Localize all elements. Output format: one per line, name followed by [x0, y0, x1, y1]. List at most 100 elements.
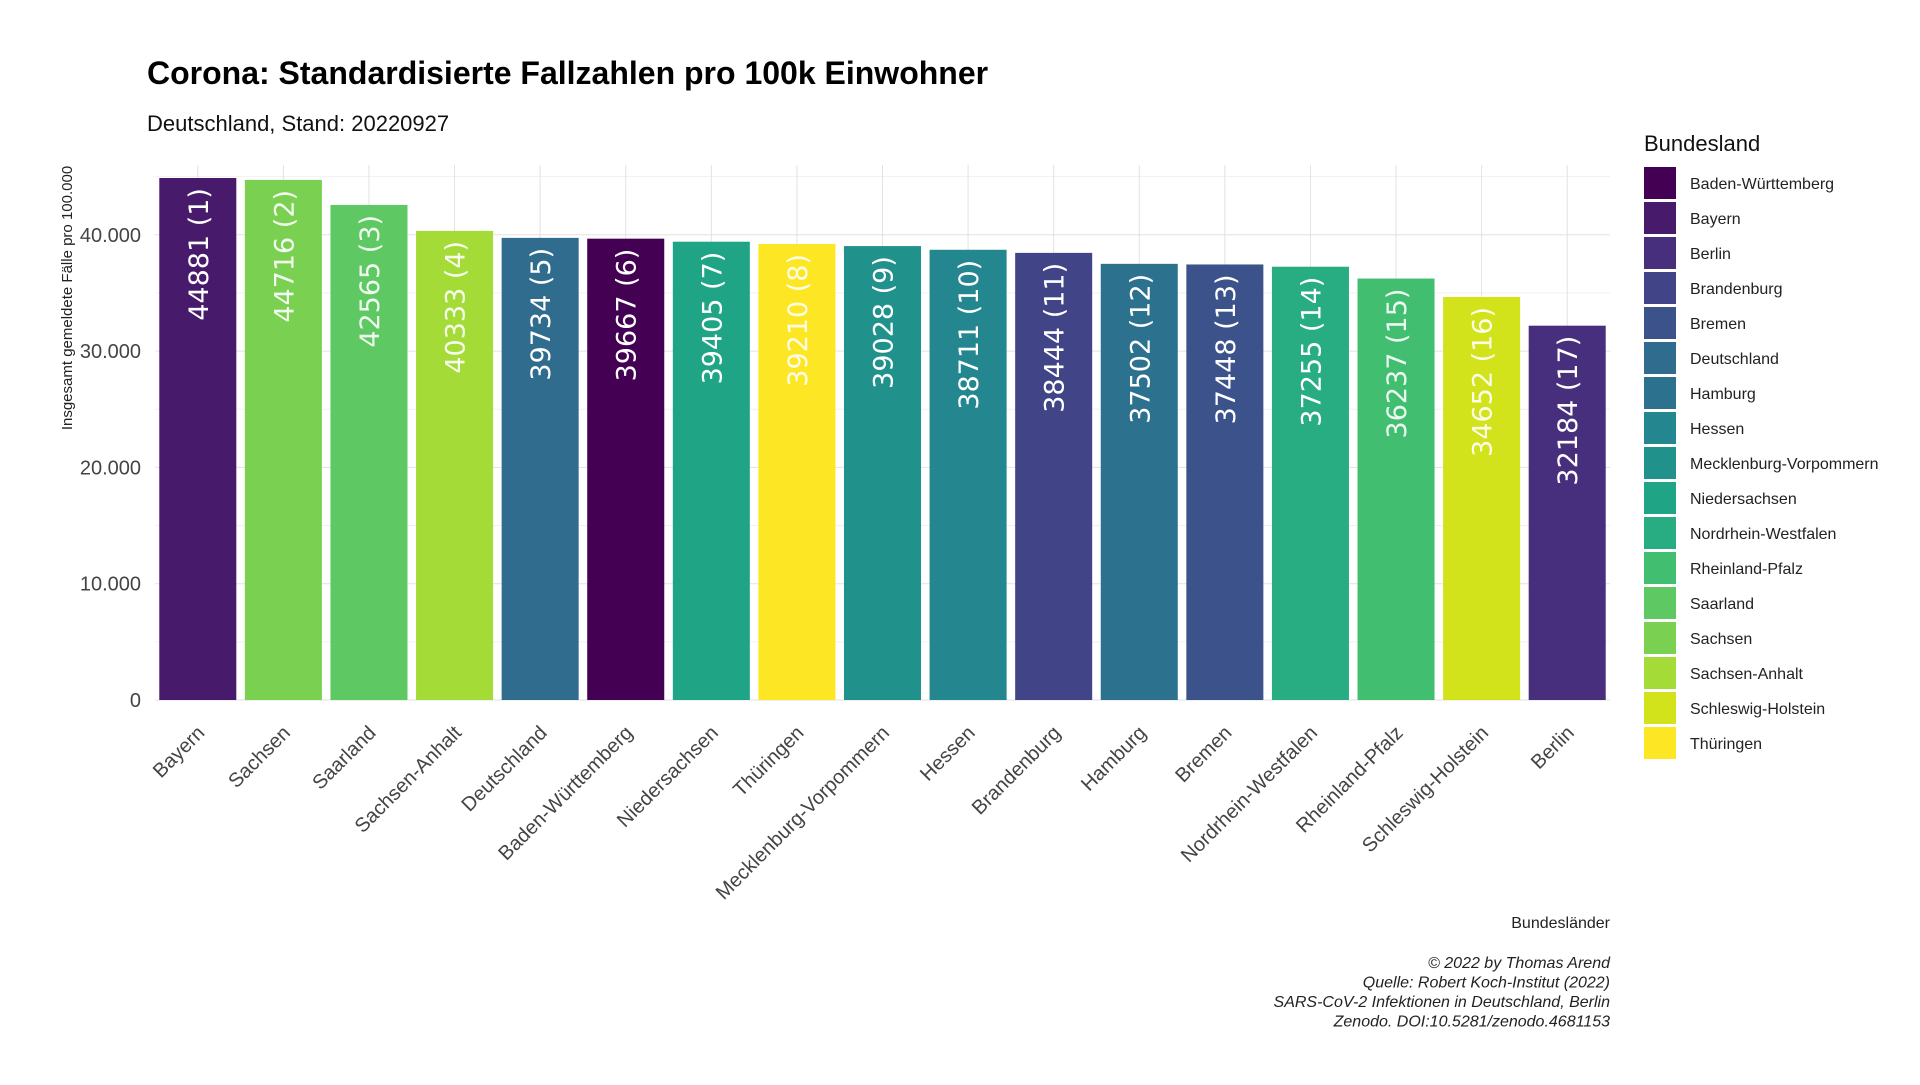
legend-label: Brandenburg [1690, 281, 1783, 298]
bar [1015, 252, 1093, 700]
legend-label: Baden-Württemberg [1690, 176, 1834, 193]
x-tick-label: Bremen [1171, 722, 1236, 787]
legend-key [1644, 202, 1676, 234]
bar-value-label: 44716 (2) [269, 190, 300, 323]
legend-key [1644, 237, 1676, 269]
legend-key [1644, 657, 1676, 689]
bar-value-label: 38444 (11) [1040, 263, 1071, 413]
legend-key [1644, 482, 1676, 514]
bar [843, 246, 922, 700]
legend-label: Mecklenburg-Vorpommern [1690, 456, 1879, 473]
bar [244, 179, 322, 700]
legend-label: Rheinland-Pfalz [1690, 561, 1803, 578]
bar [587, 238, 665, 700]
chart-title: Corona: Standardisierte Fallzahlen pro 1… [147, 55, 988, 91]
bar-value-label: 42565 (3) [355, 215, 386, 348]
y-axis-label: Insgesamt gemeldete Fälle pro 100.000 [59, 166, 76, 430]
legend: Bundesland Baden-Württemberg Bayern Berlin… [1644, 131, 1879, 759]
legend-key [1644, 692, 1676, 724]
bar-value-label: 39667 (6) [612, 249, 643, 382]
bar [159, 178, 237, 700]
bar-value-label: 44881 (1) [184, 188, 215, 321]
bar [672, 241, 750, 701]
bar [501, 237, 579, 701]
legend-key [1644, 622, 1676, 654]
bar [1271, 266, 1349, 700]
bar-value-label: 36237 (15) [1382, 289, 1413, 439]
bar-value-label: 39028 (9) [869, 256, 900, 389]
x-tick-label: Hamburg [1077, 722, 1151, 796]
y-tick-label: 0 [130, 690, 141, 712]
bar [330, 204, 408, 700]
bar-value-label: 39405 (7) [697, 252, 728, 385]
bar [1443, 296, 1521, 700]
legend-label: Niedersachsen [1690, 491, 1797, 508]
bar [1528, 325, 1606, 700]
x-tick-label: Saarland [308, 722, 380, 794]
bar [758, 243, 836, 701]
legend-label: Sachsen-Anhalt [1690, 666, 1804, 683]
x-tick-label: Hessen [916, 722, 980, 786]
y-tick-label: 10.000 [80, 574, 141, 596]
legend-key [1644, 167, 1676, 199]
legend-label: Sachsen [1690, 631, 1752, 648]
y-tick-label: 20.000 [80, 457, 141, 479]
bar-value-label: 37448 (13) [1211, 274, 1242, 424]
bar [1186, 264, 1264, 700]
chart-subtitle: Deutschland, Stand: 20220927 [147, 111, 449, 136]
bar [1100, 263, 1178, 700]
x-axis: Bayern Sachsen SaarlandSachsen-AnhaltDeuts… [149, 722, 1579, 905]
legend-label: Schleswig-Holstein [1690, 701, 1825, 718]
x-tick-label: Mecklenburg-Vorpommern [712, 722, 894, 904]
caption-line: Quelle: Robert Koch-Institut (2022) [1363, 975, 1610, 992]
legend-key [1644, 412, 1676, 444]
bar-value-label: 39734 (5) [526, 248, 557, 381]
legend-label: Thüringen [1690, 736, 1762, 753]
x-tick-label: Bayern [149, 722, 209, 782]
bar [1357, 278, 1435, 700]
caption-line: SARS-CoV-2 Infektionen in Deutschland, B… [1274, 994, 1611, 1011]
x-tick-label: Deutschland [458, 722, 552, 816]
bar-value-label: 32184 (17) [1553, 336, 1584, 486]
legend-key [1644, 447, 1676, 479]
bar-value-label: 37502 (12) [1125, 274, 1156, 424]
x-tick-label: Berlin [1527, 722, 1579, 774]
legend-label: Bremen [1690, 316, 1746, 333]
bar-value-label: 39210 (8) [783, 254, 814, 387]
x-tick-label: Brandenburg [968, 722, 1065, 819]
legend-key [1644, 552, 1676, 584]
caption-line: © 2022 by Thomas Arend [1428, 955, 1611, 972]
y-tick-label: 40.000 [80, 225, 141, 247]
bar-value-label: 37255 (14) [1296, 277, 1327, 427]
caption-line: Zenodo. DOI:10.5281/zenodo.4681153 [1333, 1014, 1610, 1031]
y-axis: 0 10.000 20.000 30.000 40.000 [80, 225, 141, 712]
legend-key [1644, 727, 1676, 759]
legend-key [1644, 517, 1676, 549]
caption: © 2022 by Thomas Arend Quelle: Robert Koc… [1274, 955, 1612, 1031]
legend-label: Bayern [1690, 211, 1741, 228]
x-tick-label: Thüringen [729, 722, 808, 801]
legend-label: Nordrhein-Westfalen [1690, 526, 1836, 543]
legend-key [1644, 307, 1676, 339]
bar-value-label: 34652 (16) [1468, 307, 1499, 457]
bar [929, 249, 1007, 701]
bar-value-label: 40333 (4) [441, 241, 472, 374]
legend-label: Berlin [1690, 246, 1731, 263]
legend-key [1644, 272, 1676, 304]
x-axis-label: Bundesländer [1511, 915, 1610, 932]
legend-key [1644, 342, 1676, 374]
legend-title: Bundesland [1644, 131, 1760, 156]
legend-label: Saarland [1690, 596, 1754, 613]
legend-label: Hamburg [1690, 386, 1756, 403]
legend-key [1644, 377, 1676, 409]
x-tick-label: Sachsen [224, 722, 295, 793]
bars: 44881 (1) 44716 (2) 42565 (3) 40333 (4) 3973… [159, 178, 1606, 701]
y-tick-label: 30.000 [80, 341, 141, 363]
legend-key [1644, 587, 1676, 619]
legend-label: Deutschland [1690, 351, 1779, 368]
bar [416, 230, 494, 700]
legend-label: Hessen [1690, 421, 1744, 438]
bar-value-label: 38711 (10) [954, 260, 985, 410]
